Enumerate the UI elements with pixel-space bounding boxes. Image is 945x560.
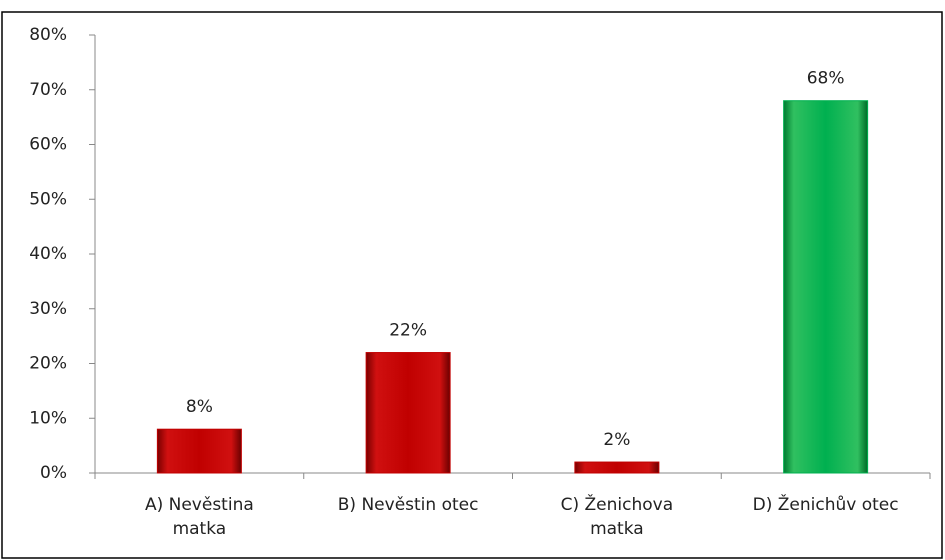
chart-frame [1,11,943,559]
y-tick-label: 20% [29,354,67,374]
value-label: 68% [807,69,845,89]
value-label: 8% [186,397,213,417]
y-tick-label: 50% [29,189,67,209]
x-tick-label: B) Nevěstin otec [337,495,479,515]
x-tick-label: C) Ženichova matka [560,495,674,539]
bar [365,352,451,474]
y-tick-label: 80% [29,25,67,45]
bar [574,461,660,474]
y-tick-label: 70% [29,80,67,100]
y-tick-label: 60% [29,135,67,155]
y-tick-label: 30% [29,299,67,319]
bar [156,428,242,474]
y-tick-label: 10% [29,408,67,428]
x-tick-label: A) Nevěstina matka [144,495,254,539]
y-tick-label: 0% [40,463,67,483]
value-label: 22% [389,321,427,341]
value-label: 2% [603,430,630,450]
bar [783,100,869,474]
x-tick-label: D) Ženichův otec [752,495,899,515]
y-tick-label: 40% [29,244,67,264]
